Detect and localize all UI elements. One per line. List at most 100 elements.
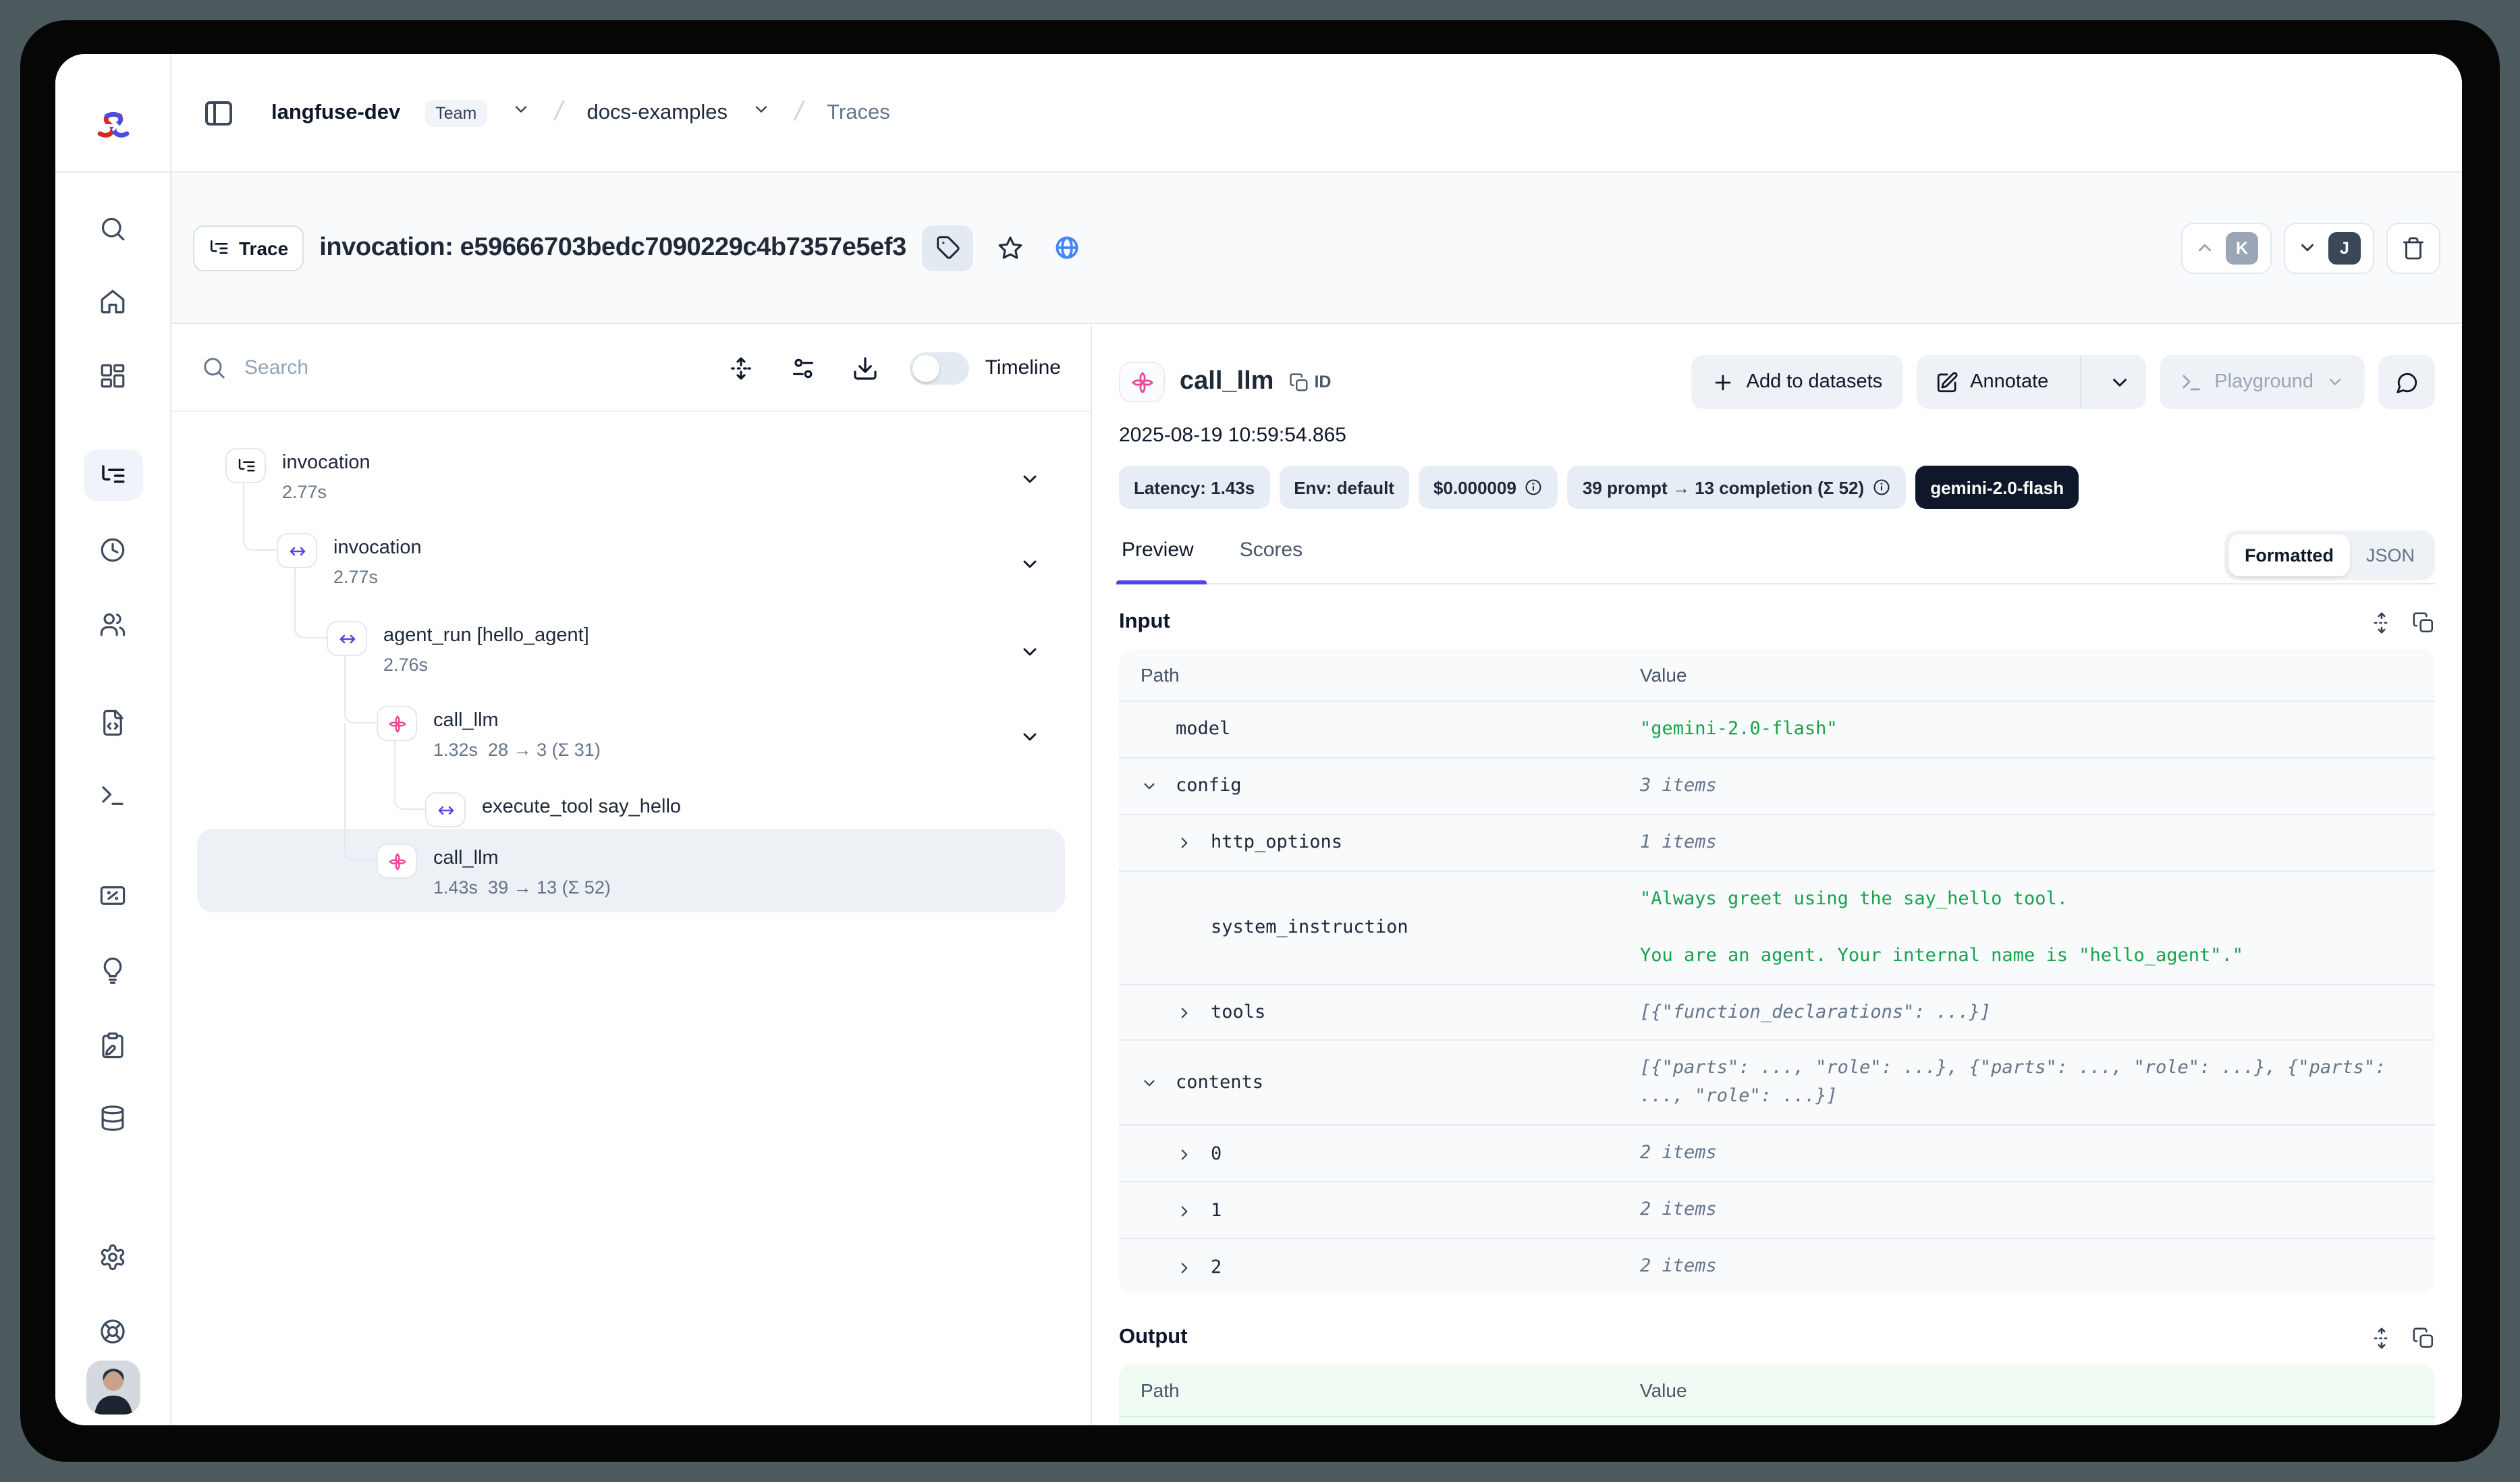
main-content: Search Timeline invocation 2.77s invocatio… [171,325,2462,1425]
observation-detail-panel: call_llm ID Add to datasets [1092,325,2462,1425]
row-path: http_options [1211,831,1343,854]
span-icon [327,621,367,656]
sidebar-collapse-icon[interactable] [201,95,236,130]
playground-button[interactable]: Playground [2159,355,2365,409]
row-expander-down[interactable] [1141,1072,1176,1093]
breadcrumb-org[interactable]: langfuse-dev [271,101,401,124]
sidebar-item-dashboard-grid-icon[interactable] [83,350,142,401]
kbd-j: J [2328,231,2361,264]
langfuse-logo[interactable] [94,107,132,144]
node-collapse-chevron[interactable] [1019,726,1041,754]
table-row: model "gemini-2.0-flash" [1119,701,2435,757]
expand-vertical-icon[interactable] [2370,1326,2393,1349]
next-trace-button[interactable]: J [2284,222,2374,273]
tree-connector-line [394,741,425,810]
public-globe-icon[interactable] [1047,227,1087,268]
comments-button[interactable] [2378,355,2435,409]
output-title: Output [1119,1325,1188,1349]
row-value: "Always greet using the say_hello tool. … [1640,887,2244,966]
annotate-button[interactable]: Annotate [1916,355,2067,409]
sidebar-item-lightbulb-icon[interactable] [83,943,142,995]
row-expander-right[interactable] [1176,1256,1211,1276]
clock-icon [101,537,125,561]
sidebar-item-database-icon[interactable] [83,1092,142,1143]
add-to-datasets-button[interactable]: Add to datasets [1691,355,1903,409]
download-icon[interactable] [845,348,885,388]
annotate-dropdown-chevron[interactable] [2093,355,2145,409]
trace-tree-panel: Search Timeline invocation 2.77s invocatio… [171,325,1092,1425]
copy-icon[interactable] [2412,1326,2435,1349]
chevron-down-icon [2112,378,2127,386]
breadcrumb-page[interactable]: Traces [827,101,890,124]
detail-tabs: Preview Scores Formatted JSON [1116,530,2435,584]
sidebar-item-clock-icon[interactable] [83,524,142,575]
sidebar-item-gear-icon[interactable] [83,1231,142,1282]
row-value: 1 items [1640,831,1717,853]
org-plan-badge: Team [424,99,488,126]
project-chevron-down-icon[interactable] [752,100,771,126]
star-icon[interactable] [990,227,1031,268]
trace-nav-actions: K J [2181,222,2440,273]
life-buoy-icon [101,1319,125,1343]
row-expander-right[interactable] [1176,1143,1211,1163]
pencil-square-icon [1936,371,1957,392]
view-settings-icon[interactable] [783,348,823,388]
observation-header: call_llm ID Add to datasets [1119,354,2435,410]
annotate-label: Annotate [1970,371,2049,393]
row-expander-right[interactable] [1176,1001,1211,1022]
tree-node-label[interactable]: invocation [282,452,371,474]
row-value: [{"parts": ..., "role": ...}, {"parts": … [1640,1057,2397,1107]
row-expander-down[interactable] [1141,775,1176,796]
trace-type-label: Trace [239,237,289,258]
expand-vertical-icon[interactable] [2370,611,2393,634]
sidebar-item-search-icon[interactable] [83,202,142,254]
node-collapse-chevron[interactable] [1019,641,1041,669]
org-chevron-down-icon[interactable] [512,100,530,126]
annotate-split-button: Annotate [1916,355,2146,409]
generation-icon [377,844,417,879]
table-row: config 3 items [1119,757,2435,814]
tree-node-label[interactable]: call_llm [433,710,499,732]
breadcrumb-project[interactable]: docs-examples [586,101,728,124]
format-option-json[interactable]: JSON [2365,545,2415,566]
tree-node-label[interactable]: invocation [333,537,422,559]
copy-icon[interactable] [2412,611,2435,634]
tag-icon[interactable] [922,225,974,271]
collapse-all-icon[interactable] [721,348,761,388]
tree-connector-line [243,483,277,551]
search-input[interactable]: Search [201,355,699,381]
observation-actions: Add to datasets Annotate [1691,355,2435,409]
tree-node-label[interactable]: call_llm [433,848,499,869]
sidebar-item-life-buoy-icon[interactable] [83,1305,142,1356]
table-row: system_instruction "Always greet using t… [1119,870,2435,984]
row-path: system_instruction [1211,916,1408,939]
row-expander-right[interactable] [1176,832,1211,852]
delete-trace-button[interactable] [2386,222,2440,273]
timeline-toggle[interactable] [909,352,969,384]
trace-type-chip[interactable]: Trace [193,225,304,271]
sidebar-item-terminal-icon[interactable] [83,769,142,821]
tree-node-label[interactable]: execute_tool say_hello [482,796,682,818]
node-collapse-chevron[interactable] [1019,553,1041,582]
sidebar-item-home-icon[interactable] [83,275,142,327]
model-badge: gemini-2.0-flash [1915,466,2079,509]
metric-badge: Env: default [1279,466,1410,509]
tab-preview[interactable]: Preview [1116,530,1207,584]
sidebar-item-file-code-icon[interactable] [83,696,142,748]
tab-scores[interactable]: Scores [1239,539,1303,561]
user-avatar[interactable] [86,1361,140,1415]
sidebar-item-tracing-list-tree-icon[interactable] [83,449,142,501]
prev-trace-button[interactable]: K [2181,222,2272,273]
node-collapse-chevron[interactable] [1019,468,1041,497]
copy-id-button[interactable]: ID [1288,372,1331,392]
table-row: 0 2 items [1119,1124,2435,1182]
input-section-header: Input [1119,610,2435,634]
row-expander-right[interactable] [1176,1199,1211,1219]
sidebar-item-users-icon[interactable] [83,598,142,649]
sidebar-item-evaluation-card-icon[interactable] [83,869,142,921]
tree-node-label[interactable]: agent_run [hello_agent] [383,625,589,647]
rail-divider [170,54,171,1425]
sidebar-item-clipboard-pen-icon[interactable] [83,1019,142,1070]
format-option-formatted[interactable]: Formatted [2228,534,2350,576]
